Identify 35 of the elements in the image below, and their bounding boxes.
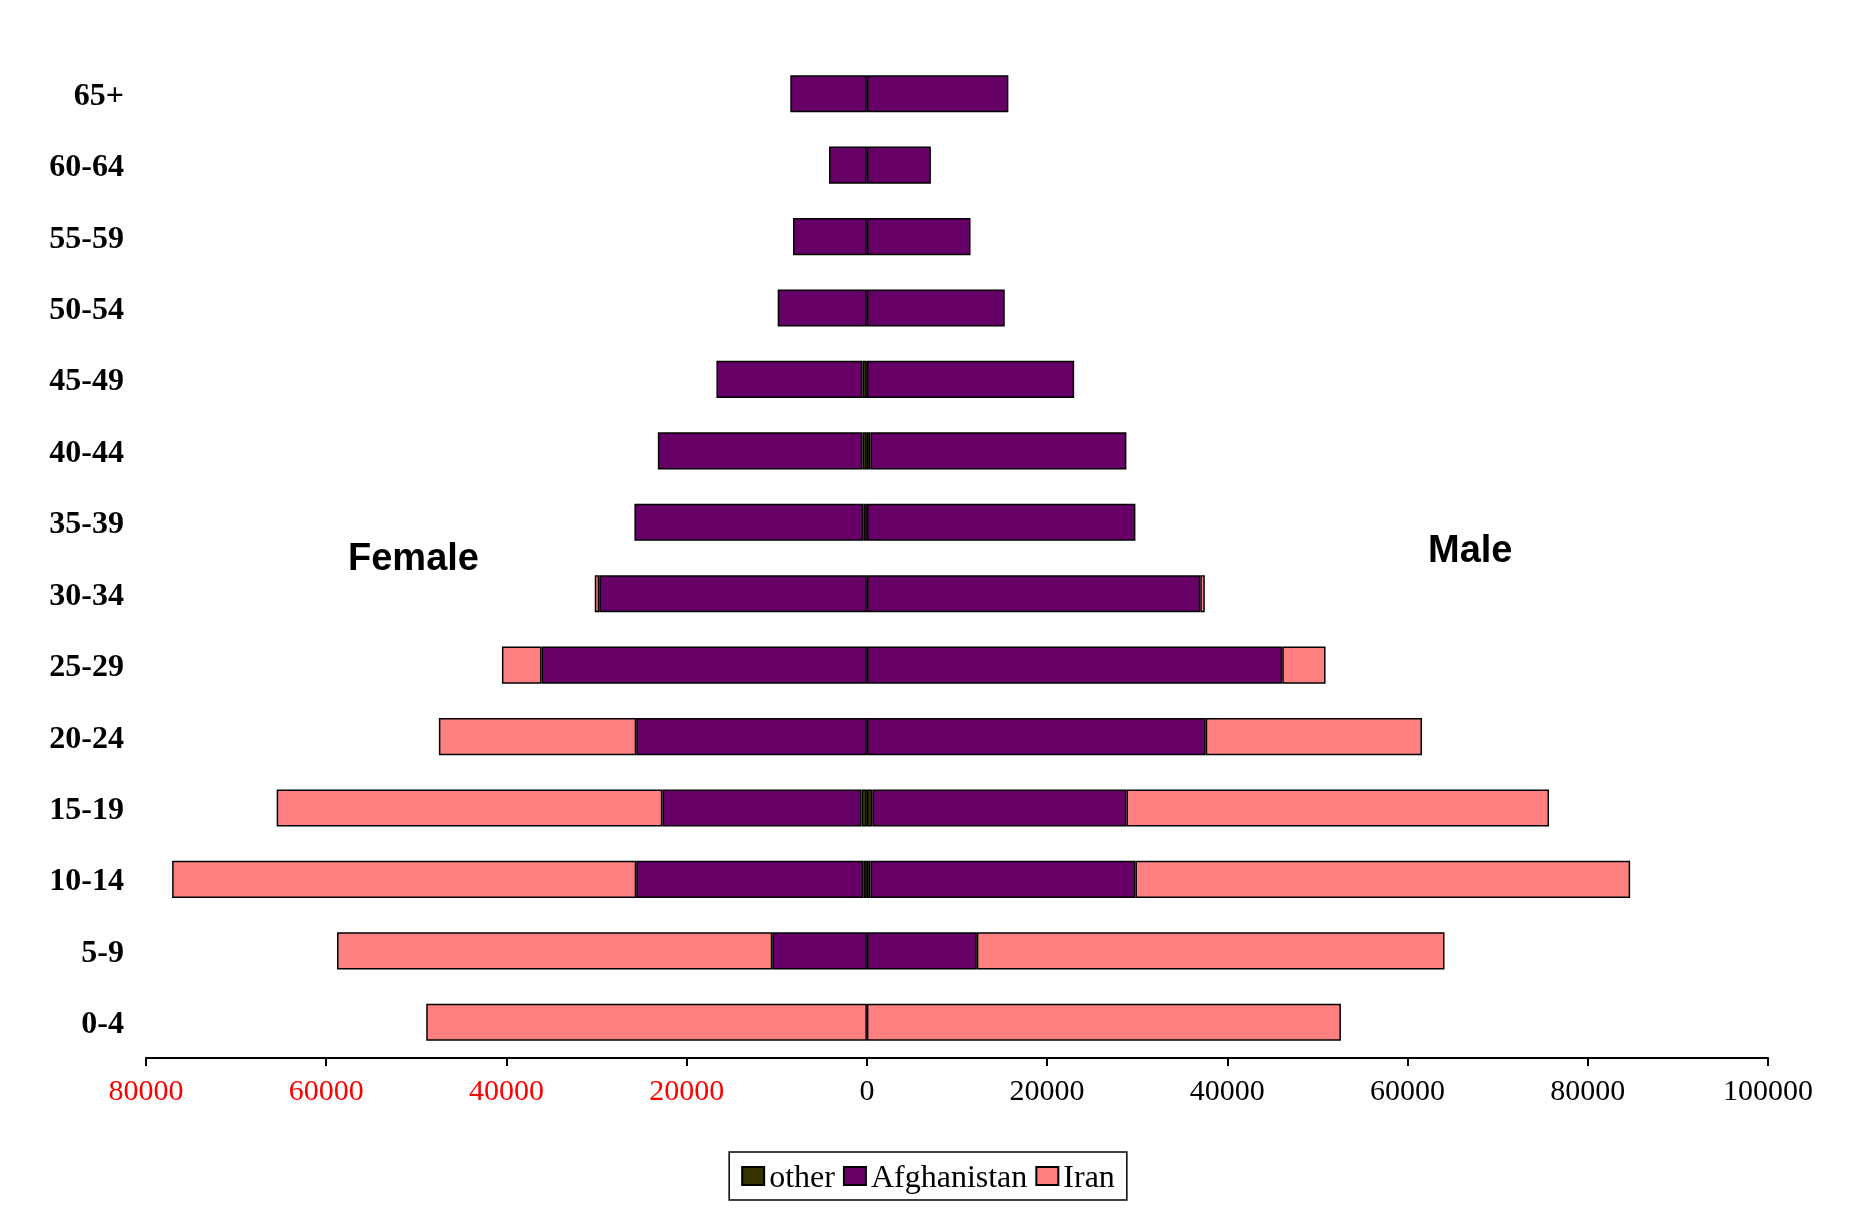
x-tick-label: 40000 — [468, 1072, 544, 1106]
x-tick-label: 60000 — [288, 1072, 364, 1106]
bar — [657, 432, 863, 470]
y-tick-label: 30-34 — [49, 575, 124, 612]
legend-label: Iran — [1063, 1158, 1115, 1194]
x-tick-label: 80000 — [1550, 1072, 1626, 1106]
bar — [866, 503, 1136, 541]
y-tick-label: 40-44 — [49, 432, 124, 469]
annotation: Female — [348, 536, 479, 578]
x-tick-label: 20000 — [1009, 1072, 1085, 1106]
y-tick-label: 0-4 — [81, 1004, 124, 1041]
x-tick-label: 60000 — [1370, 1072, 1446, 1106]
x-tick-label: 100000 — [1723, 1072, 1813, 1106]
x-tick-label: 0 — [859, 1072, 875, 1106]
y-tick-label: 10-14 — [49, 861, 124, 898]
y-tick-label: 45-49 — [49, 361, 124, 398]
x-tick-label: 80000 — [108, 1072, 184, 1106]
y-tick-label: 25-29 — [49, 647, 124, 684]
x-tick-label: 20000 — [649, 1072, 725, 1106]
bar — [870, 432, 1127, 470]
y-tick-label: 20-24 — [49, 718, 124, 755]
y-tick-label: 5-9 — [81, 932, 124, 969]
x-tick-label: 40000 — [1189, 1072, 1265, 1106]
y-tick-label: 65+ — [73, 75, 124, 112]
y-tick-label: 50-54 — [49, 290, 124, 326]
y-tick-label: 55-59 — [49, 218, 124, 255]
y-tick-label: 60-64 — [49, 147, 124, 184]
y-tick-label: 35-39 — [49, 504, 124, 541]
bar — [634, 503, 864, 541]
legend-label: other — [769, 1158, 836, 1194]
y-tick-label: 15-19 — [49, 790, 124, 826]
bar — [866, 360, 1075, 398]
bar — [716, 360, 863, 398]
legend-label: Afghanistan — [870, 1158, 1028, 1194]
annotation: Male — [1428, 528, 1513, 570]
